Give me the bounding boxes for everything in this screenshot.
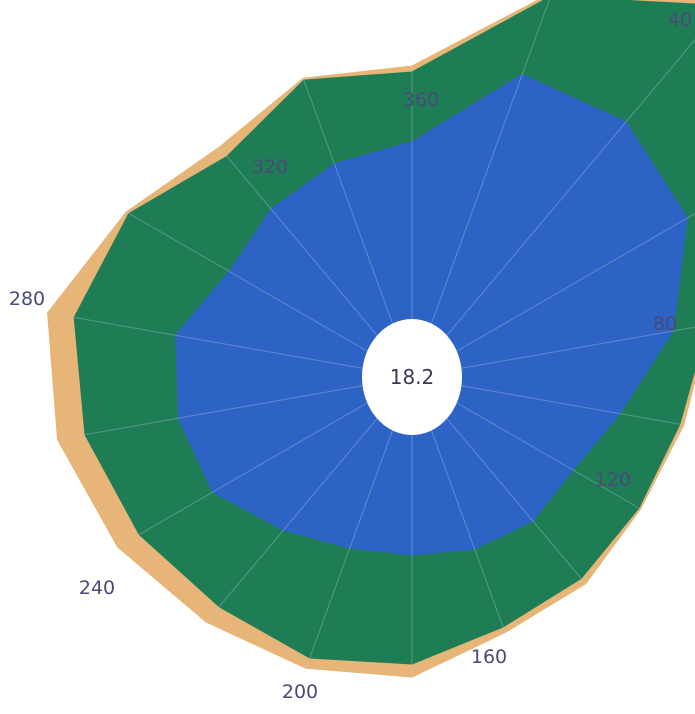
center-circle xyxy=(362,319,462,435)
series-area-1 xyxy=(175,73,688,556)
direction-labels: 360 40 80 120 160 200 240 280 320 xyxy=(9,9,692,703)
spoke-line xyxy=(411,213,695,378)
spoke-line xyxy=(57,376,413,440)
direction-label-120: 120 xyxy=(595,469,631,491)
spoke-line xyxy=(125,211,413,378)
center-value-label: 18.2 xyxy=(390,365,435,389)
center-hole: 18.2 xyxy=(362,319,462,435)
direction-label-40: 40 xyxy=(668,9,692,31)
spoke-line xyxy=(117,376,413,548)
spoke-line xyxy=(411,38,695,378)
series-areas xyxy=(47,0,695,678)
direction-label-200: 200 xyxy=(282,681,318,703)
spoke-line xyxy=(411,0,550,378)
direction-label-80: 80 xyxy=(653,313,677,335)
direction-label-320: 320 xyxy=(252,156,288,178)
spoke-line xyxy=(411,326,695,378)
direction-label-280: 280 xyxy=(9,288,45,310)
spoke-line xyxy=(47,312,413,378)
direction-label-240: 240 xyxy=(79,577,115,599)
direction-label-360: 360 xyxy=(403,89,439,111)
direction-label-160: 160 xyxy=(471,646,507,668)
